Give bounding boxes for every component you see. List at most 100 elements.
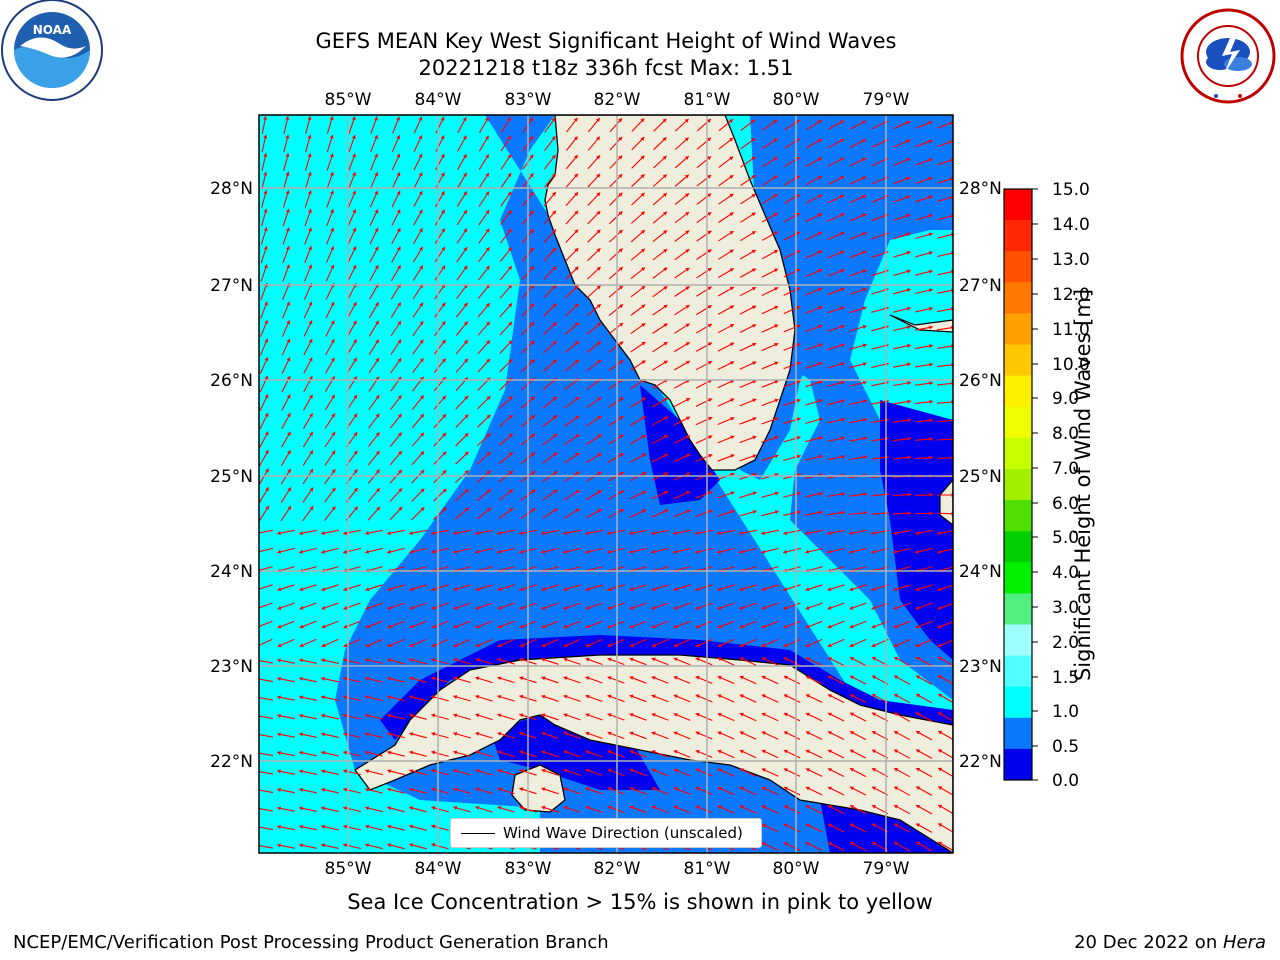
wave-arrow-head (850, 675, 854, 680)
wave-arrow-head (938, 693, 943, 698)
colorbar-tick-label: 0.0 (1052, 771, 1079, 791)
wave-arrow-head (463, 210, 467, 214)
wave-arrow-head (928, 213, 933, 218)
wave-arrow-head (321, 531, 325, 536)
lon-label: 83°W (505, 859, 552, 879)
wave-arrow-head (519, 549, 523, 554)
wave-arrow-head (739, 675, 744, 680)
wave-arrow-head (330, 339, 335, 344)
wave-arrow-head (894, 731, 899, 735)
wave-arrow-head (596, 118, 600, 122)
wave-arrow-head (263, 264, 268, 269)
wave-arrow-head (321, 750, 325, 755)
wave-arrow-head (929, 362, 933, 367)
lat-label: 23°N (959, 657, 1002, 677)
wave-arrow-head (607, 643, 612, 648)
wave-arrow-head (321, 695, 325, 700)
wave-arrow-head (485, 173, 489, 177)
wave-arrow-head (664, 490, 669, 495)
wave-arrow-head (629, 605, 634, 610)
wave-arrow-head (507, 154, 511, 159)
wave-arrow-head (629, 805, 634, 810)
wave-arrow-head (563, 731, 568, 736)
wave-arrow-head (497, 605, 502, 610)
wave-arrow-head (938, 841, 943, 846)
wave-arrow-head (761, 768, 766, 772)
wave-arrow-head (475, 713, 480, 718)
wave-arrow-head (761, 694, 766, 698)
wave-arrow-head (574, 192, 578, 197)
wave-arrow-head (707, 305, 712, 309)
wave-arrow-head (321, 624, 326, 629)
wave-arrow-head (685, 212, 690, 216)
wave-arrow-head (541, 624, 546, 629)
wave-arrow-head (783, 605, 788, 610)
wave-arrow-head (418, 116, 423, 121)
wave-arrow-head (365, 732, 370, 737)
wave-arrow-head (531, 433, 535, 438)
wave-arrow-head (529, 191, 534, 196)
wave-arrow-head (497, 549, 501, 554)
wave-arrow-head (353, 339, 357, 344)
wave-arrow-head (840, 250, 845, 255)
wave-arrow-head (783, 842, 788, 846)
wave-arrow-head (585, 731, 590, 736)
wave-arrow-head (374, 227, 379, 232)
wave-arrow-head (695, 657, 700, 662)
wave-arrow-head (531, 471, 536, 475)
wave-arrow-head (418, 172, 423, 177)
wave-arrow-head (828, 823, 832, 828)
wave-arrow-head (264, 413, 269, 417)
wave-arrow-head (374, 209, 379, 214)
wave-height-zone-low-east (880, 400, 953, 660)
wave-arrow-head (352, 190, 356, 195)
legend-label: Wind Wave Direction (unscaled) (503, 824, 743, 842)
map-legend: Wind Wave Direction (unscaled) (450, 818, 762, 848)
wave-arrow-head (375, 432, 380, 437)
wave-arrow-head (774, 305, 779, 310)
wave-arrow-head (529, 173, 534, 178)
wave-arrow-head (387, 769, 392, 774)
wave-arrow-head (351, 116, 356, 121)
wave-arrow-head (574, 248, 579, 252)
wave-arrow-head (916, 749, 921, 754)
wave-arrow-head (551, 173, 556, 178)
sea-ice-caption: Sea Ice Concentration > 15% is shown in … (347, 890, 933, 914)
wave-arrow-head (840, 269, 845, 273)
wave-arrow-head (485, 210, 490, 215)
wave-arrow-head (387, 605, 392, 610)
wave-arrow-head (264, 320, 268, 325)
wave-arrow-head (420, 432, 424, 437)
wave-arrow-head (828, 842, 832, 846)
wave-arrow-head (409, 624, 414, 629)
wave-arrow-head (420, 507, 425, 512)
wave-arrow-head (673, 713, 678, 717)
wave-arrow-head (906, 250, 911, 255)
wave-arrow-head (486, 321, 490, 326)
wave-arrow-head (928, 158, 933, 162)
wave-arrow-head (409, 787, 414, 792)
wave-arrow-head (441, 358, 446, 363)
wave-arrow-head (651, 713, 656, 717)
wave-arrow-head (607, 605, 612, 610)
wave-arrow-head (343, 549, 347, 554)
wave-arrow-head (607, 787, 612, 791)
wave-arrow-head (752, 435, 757, 440)
wave-arrow-head (343, 769, 347, 774)
wave-arrow-head (508, 433, 513, 438)
wave-arrow-head (805, 842, 810, 846)
wave-arrow-head (396, 135, 401, 140)
wave-arrow-head (519, 587, 524, 592)
wave-arrow-head (453, 531, 457, 536)
wave-arrow-head (774, 454, 779, 459)
wave-arrow-head (673, 643, 678, 648)
wave-arrow-head (695, 624, 700, 629)
wave-arrow-head (695, 531, 699, 536)
wave-arrow-head (819, 491, 823, 496)
wave-arrow-head (761, 531, 765, 536)
wave-arrow-head (805, 805, 810, 809)
wave-arrow-head (463, 302, 468, 307)
wave-arrow-head (607, 731, 612, 736)
wave-arrow-head (552, 322, 557, 327)
wave-arrow-head (353, 357, 357, 362)
